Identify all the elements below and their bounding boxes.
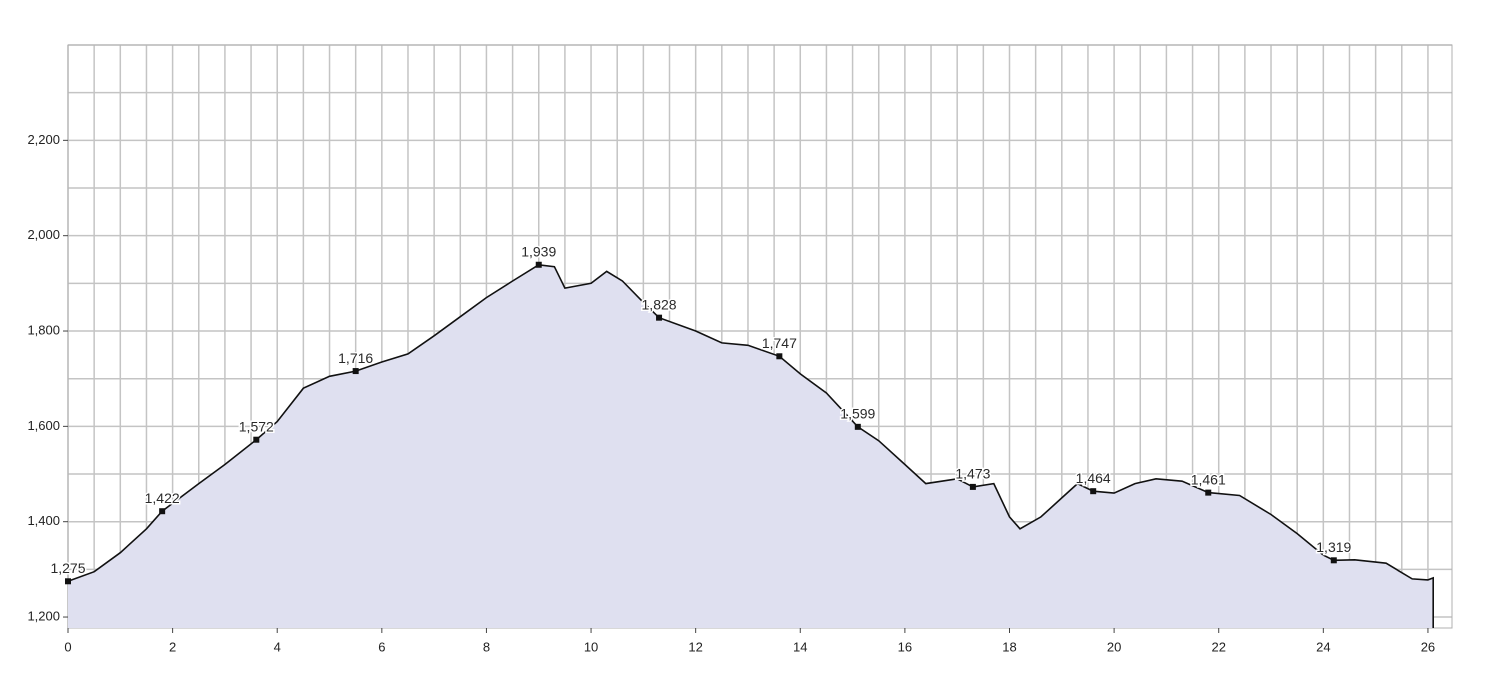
- data-label: 1,422: [145, 490, 180, 506]
- x-tick-label: 20: [1107, 639, 1121, 654]
- profile-line: [67, 263, 1434, 628]
- data-label: 1,599: [840, 406, 875, 422]
- y-tick-label: 1,800: [27, 322, 60, 337]
- x-tick-label: 18: [1002, 639, 1016, 654]
- marker: [656, 314, 663, 321]
- data-label: 1,461: [1191, 471, 1226, 487]
- data-label: 1,572: [239, 418, 274, 434]
- x-tick-label: 16: [898, 639, 912, 654]
- marker: [1330, 557, 1337, 564]
- x-tick-label: 24: [1316, 639, 1330, 654]
- data-label: 1,464: [1076, 470, 1111, 486]
- x-tick-label: 26: [1421, 639, 1435, 654]
- data-label: 1,828: [642, 296, 677, 312]
- data-label: 1,716: [338, 350, 373, 366]
- data-label: 1,939: [521, 243, 556, 259]
- x-tick-label: 2: [169, 639, 176, 654]
- x-tick-label: 22: [1211, 639, 1225, 654]
- marker: [159, 508, 166, 515]
- x-tick-label: 10: [584, 639, 598, 654]
- x-tick-label: 8: [483, 639, 490, 654]
- data-label: 1,747: [762, 335, 797, 351]
- x-tick-label: 4: [274, 639, 281, 654]
- area-fill: [68, 264, 1434, 628]
- marker: [776, 353, 783, 360]
- y-tick-label: 1,600: [27, 418, 60, 433]
- marker: [253, 436, 260, 443]
- data-label: 1,275: [50, 560, 85, 576]
- y-tick-label: 1,400: [27, 513, 60, 528]
- x-tick-label: 12: [688, 639, 702, 654]
- marker: [1090, 488, 1097, 495]
- y-tick-label: 1,200: [27, 608, 60, 623]
- data-label: 1,319: [1316, 539, 1351, 555]
- marker: [969, 483, 976, 490]
- x-tick-label: 14: [793, 639, 807, 654]
- data-label: 1,473: [955, 466, 990, 482]
- y-tick-label: 2,000: [27, 227, 60, 242]
- x-tick-label: 6: [378, 639, 385, 654]
- marker: [1205, 489, 1212, 496]
- y-tick-label: 2,200: [27, 132, 60, 147]
- marker: [352, 368, 359, 375]
- marker: [854, 423, 861, 430]
- x-tick-label: 0: [64, 639, 71, 654]
- marker: [65, 578, 71, 585]
- marker: [535, 261, 542, 268]
